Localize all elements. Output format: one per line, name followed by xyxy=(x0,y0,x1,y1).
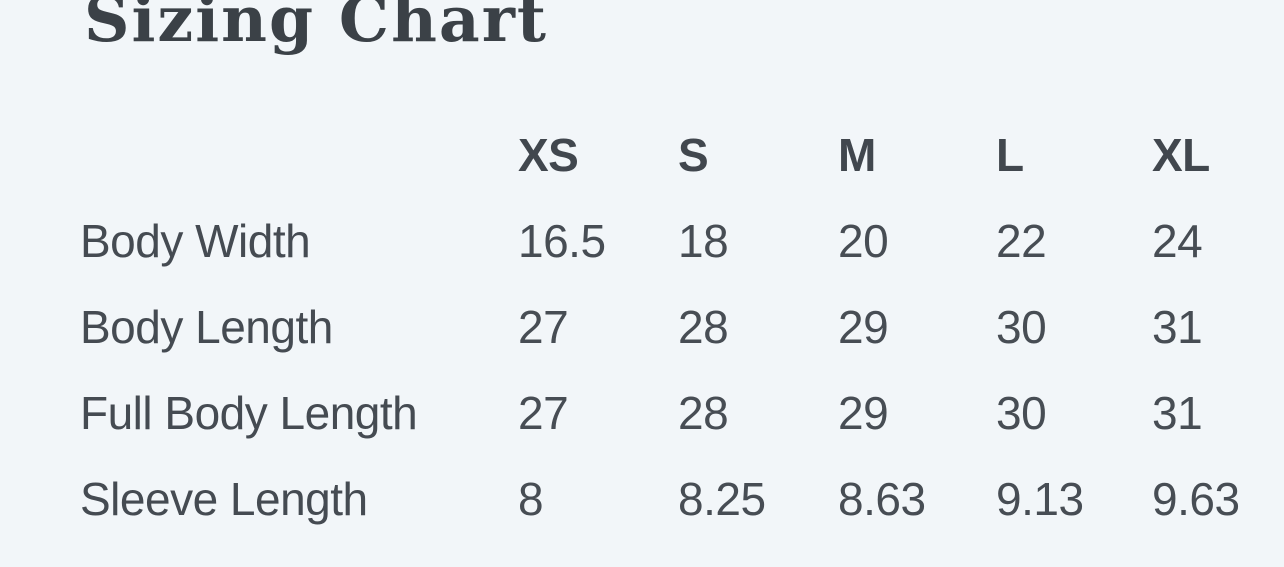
table-corner-cell xyxy=(80,112,518,198)
table-cell: 8.63 xyxy=(838,473,926,525)
table-cell: 8 xyxy=(518,473,544,525)
column-header-xl: XL xyxy=(1152,129,1210,181)
column-header-xs: XS xyxy=(518,129,579,181)
table-cell: 18 xyxy=(678,215,729,267)
row-label-full-body-length: Full Body Length xyxy=(80,387,418,439)
table-cell: 27 xyxy=(518,387,569,439)
page-title: Sizing Chart xyxy=(84,0,548,56)
column-header-l: L xyxy=(996,129,1024,181)
table-cell: 30 xyxy=(996,301,1047,353)
table-cell: 28 xyxy=(678,301,729,353)
table-cell: 24 xyxy=(1152,215,1203,267)
row-label-sleeve-length: Sleeve Length xyxy=(80,473,368,525)
table-cell: 16.5 xyxy=(518,215,606,267)
table-cell: 31 xyxy=(1152,301,1203,353)
table-cell: 28 xyxy=(678,387,729,439)
table-cell: 29 xyxy=(838,301,889,353)
table-cell: 9.13 xyxy=(996,473,1084,525)
table-cell: 27 xyxy=(518,301,569,353)
table-cell: 8.25 xyxy=(678,473,766,525)
table-cell: 9.63 xyxy=(1152,473,1240,525)
table-cell: 30 xyxy=(996,387,1047,439)
column-header-s: S xyxy=(678,129,709,181)
table-cell: 31 xyxy=(1152,387,1203,439)
table-cell: 29 xyxy=(838,387,889,439)
sizing-table: XS S M L XL Body Width 16.5 18 20 22 24 … xyxy=(80,112,1284,542)
row-label-body-width: Body Width xyxy=(80,215,311,267)
table-cell: 22 xyxy=(996,215,1047,267)
row-label-body-length: Body Length xyxy=(80,301,333,353)
table-cell: 20 xyxy=(838,215,889,267)
column-header-m: M xyxy=(838,129,876,181)
